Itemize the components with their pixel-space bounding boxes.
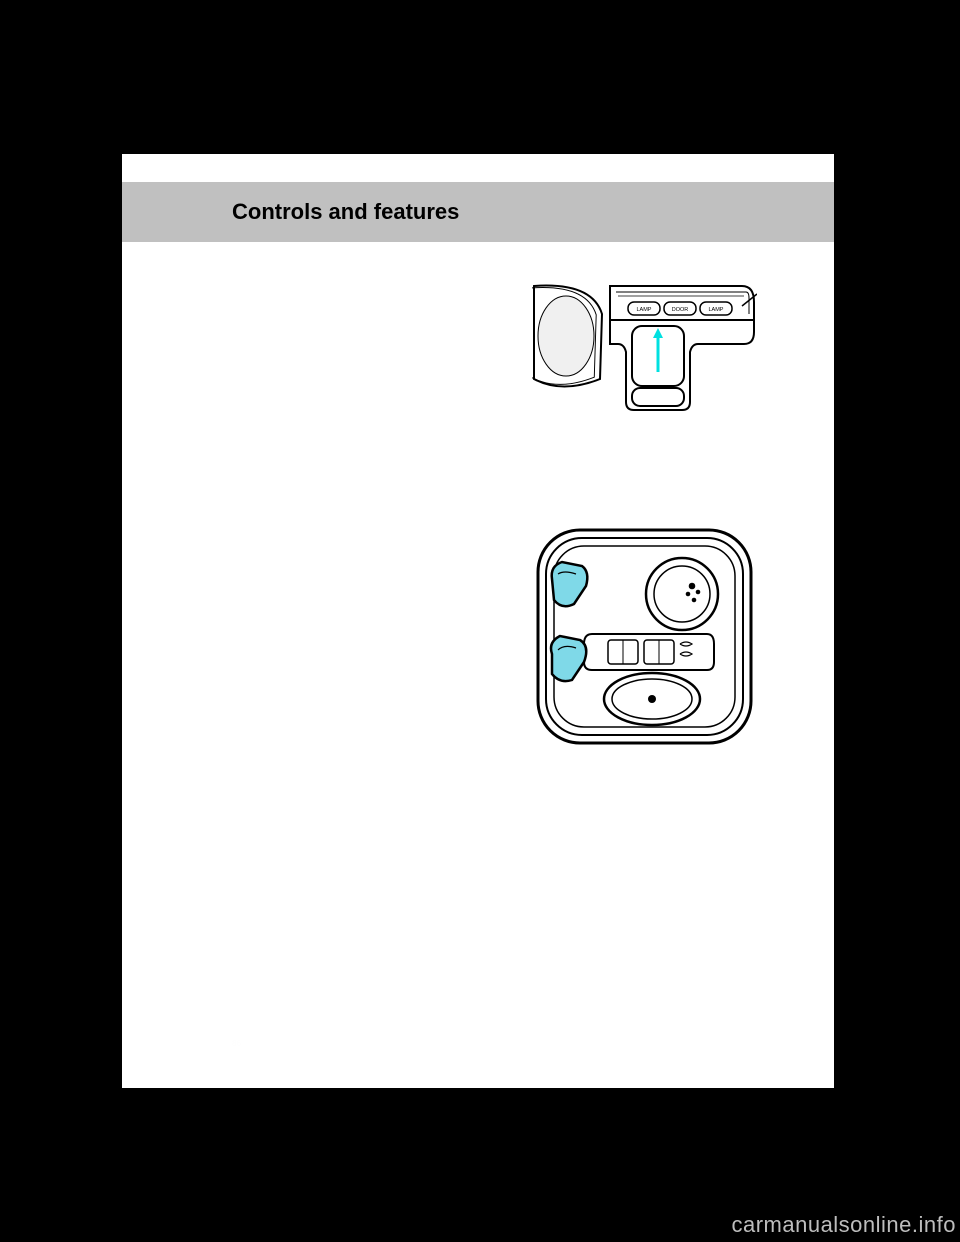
page-number: 86 xyxy=(232,1039,241,1048)
manual-page: Controls and features LAMP xyxy=(122,154,834,1088)
console-body: LAMP DOOR LAMP xyxy=(610,286,757,410)
section-title: Controls and features xyxy=(122,199,459,225)
overhead-console-figure: LAMP DOOR LAMP xyxy=(532,284,757,414)
dome-light-figure xyxy=(532,524,757,749)
sun-visor xyxy=(532,286,602,387)
section-header-bar: Controls and features xyxy=(122,182,834,242)
watermark: carmanualsonline.info xyxy=(731,1212,956,1238)
button-row: LAMP DOOR LAMP xyxy=(628,302,732,315)
upper-lens xyxy=(646,558,718,630)
lower-lens-dot xyxy=(648,695,656,703)
lamp-left-label: LAMP xyxy=(637,307,652,313)
storage-panel-lower xyxy=(632,388,684,406)
switch-cluster xyxy=(584,634,714,670)
overhead-console-svg: LAMP DOOR LAMP xyxy=(532,284,757,414)
lamp-right-label: LAMP xyxy=(709,307,724,313)
door-label: DOOR xyxy=(672,307,689,313)
dome-light-svg xyxy=(532,524,757,749)
